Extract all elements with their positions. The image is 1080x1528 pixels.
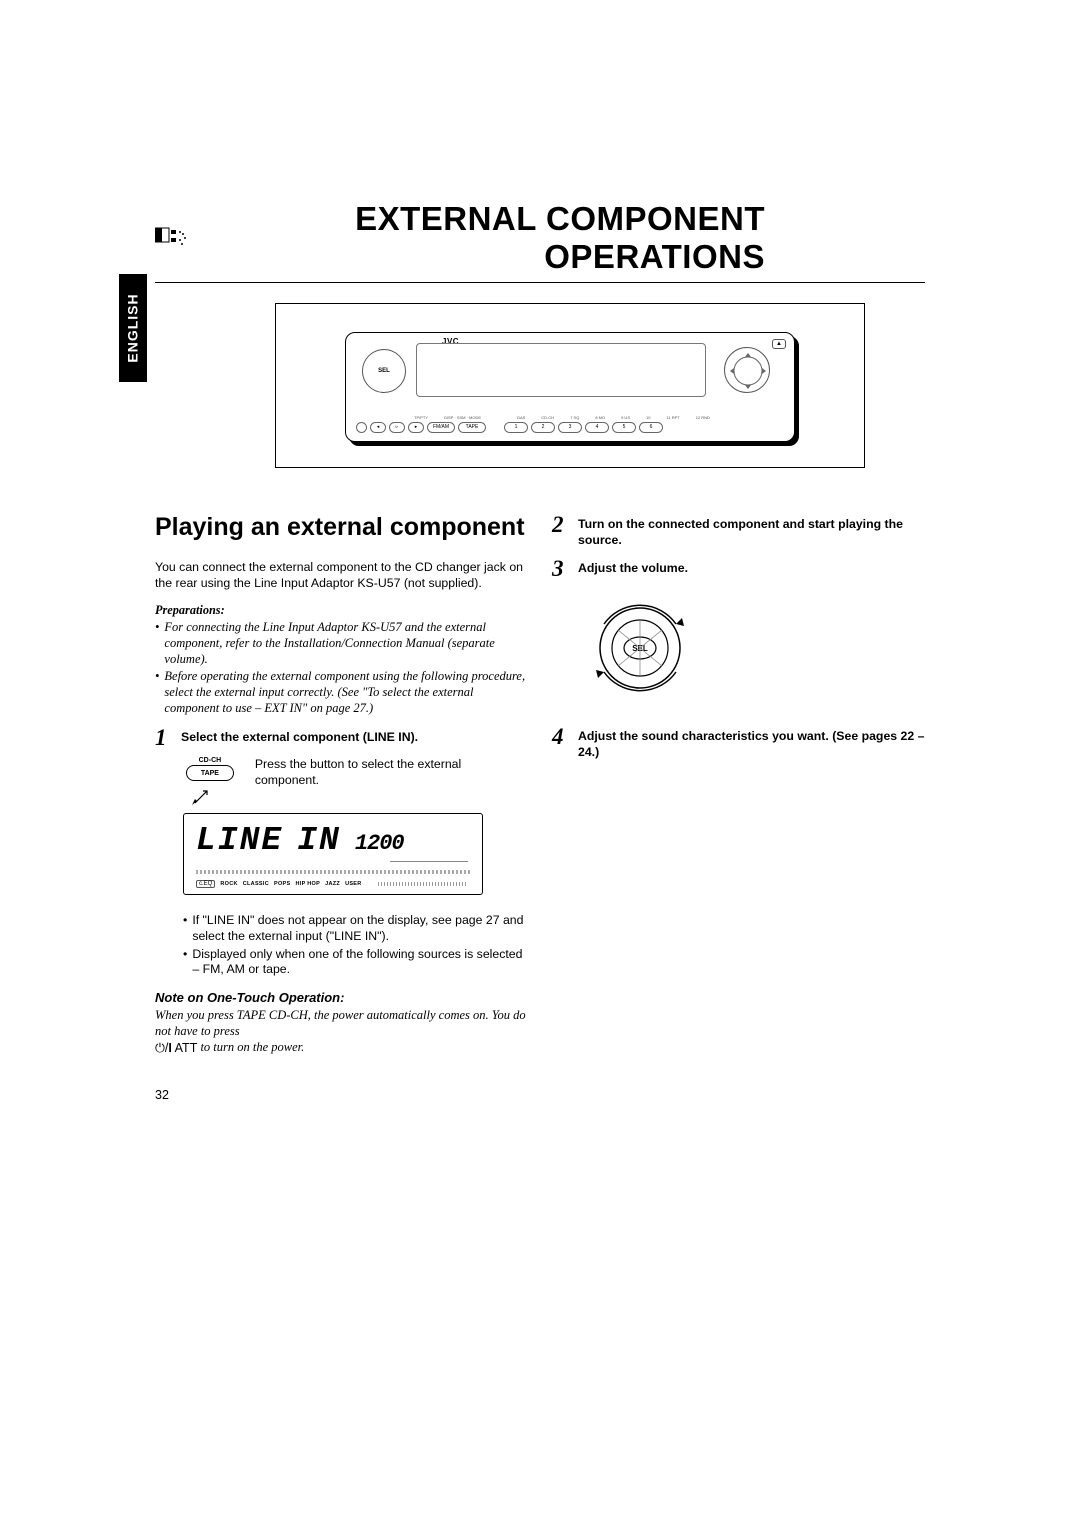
section-heading: Playing an external component: [155, 513, 528, 542]
step-4: 4 Adjust the sound characteristics you w…: [552, 725, 925, 761]
language-tab: ENGLISH: [119, 274, 147, 382]
eject-button-icon: ▲: [772, 339, 786, 349]
step-3-number: 3: [552, 557, 568, 580]
device-illustration: JVC SEL ▲ ◂ ▹ ▸ FM/AM TAPE: [275, 303, 865, 468]
one-touch-heading: Note on One-Touch Operation:: [155, 990, 528, 1005]
step-2-title: Turn on the connected component and star…: [578, 513, 925, 549]
language-label: ENGLISH: [125, 293, 141, 362]
step-4-number: 4: [552, 725, 568, 761]
title-underline: [155, 282, 925, 283]
tape-button-icon: CD-CH TAPE: [183, 757, 237, 803]
step-1-title: Select the external component (LINE IN).: [181, 726, 418, 749]
prep-bullet-1: • For connecting the Line Input Adaptor …: [155, 620, 528, 667]
volume-dial-diagram: SEL: [580, 588, 700, 703]
one-touch-body: When you press TAPE CD-CH, the power aut…: [155, 1007, 528, 1056]
sel-dial-icon: SEL: [362, 349, 406, 393]
step-2: 2 Turn on the connected component and st…: [552, 513, 925, 549]
disp-ssm-label: DISP · SSM · MODE: [444, 415, 481, 420]
eq-modes: ROCK CLASSIC POPS HIP HOP JAZZ USER: [220, 881, 361, 887]
eq-badge: c.EQ: [196, 880, 215, 888]
note-bullet-2: • Displayed only when one of the followi…: [183, 947, 528, 978]
step-4-title: Adjust the sound characteristics you wan…: [578, 725, 925, 761]
track-next-icon: ▸: [408, 422, 424, 433]
page-title: EXTERNAL COMPONENT OPERATIONS: [207, 200, 925, 276]
left-column: Playing an external component You can co…: [155, 513, 528, 1056]
device-screen: [416, 343, 706, 397]
dpad-icon: [724, 347, 770, 393]
manual-page: ENGLISH EXTERNAL COMPONENT OPERATIONS JV…: [155, 200, 925, 1056]
step-3-title: Adjust the volume.: [578, 557, 688, 580]
preset-2-icon: 2: [531, 422, 555, 433]
device-button-row: ◂ ▹ ▸ FM/AM TAPE 1 2 3 4 5 6: [356, 422, 784, 433]
step-2-number: 2: [552, 513, 568, 549]
content-columns: Playing an external component You can co…: [155, 513, 925, 1056]
power-button-icon: [356, 422, 367, 433]
step-3: 3 Adjust the volume.: [552, 557, 925, 580]
tp-label: TP/PTY: [414, 415, 428, 420]
page-number: 32: [155, 1088, 169, 1102]
preset-6-icon: 6: [639, 422, 663, 433]
notes-list: • If "LINE IN" does not appear on the di…: [183, 913, 528, 978]
rca-plug-icon: [155, 226, 189, 250]
track-prev-icon: ◂: [370, 422, 386, 433]
lcd-main-text: LINE IN 1200: [196, 822, 470, 859]
press-arrow-icon: [189, 787, 213, 805]
preset-4-icon: 4: [585, 422, 609, 433]
preset-5-icon: 5: [612, 422, 636, 433]
tape-button-diagram: CD-CH TAPE Press the button to select th…: [183, 757, 528, 803]
fm-am-button-icon: FM/AM: [427, 422, 455, 433]
tape-button-icon: TAPE: [458, 422, 486, 433]
intro-text: You can connect the external component t…: [155, 560, 528, 591]
button-description: Press the button to select the external …: [255, 757, 528, 788]
right-column: 2 Turn on the connected component and st…: [552, 513, 925, 1056]
lcd-dots-icon: [196, 870, 470, 874]
prep-bullet-2: • Before operating the external componen…: [155, 669, 528, 716]
cdch-label: CD-CH: [541, 415, 554, 420]
play-icon: ▹: [389, 422, 405, 433]
preset-3-icon: 3: [558, 422, 582, 433]
power-att-icon: ⏻/I ATT: [155, 1040, 197, 1056]
preset-1-icon: 1: [504, 422, 528, 433]
lcd-display: LINE IN 1200 c.EQ ROCK CLASSIC POPS HIP …: [183, 813, 483, 895]
preparations-heading: Preparations:: [155, 603, 528, 618]
title-row: EXTERNAL COMPONENT OPERATIONS: [155, 200, 925, 276]
step-1: 1 Select the external component (LINE IN…: [155, 726, 528, 749]
note-bullet-1: • If "LINE IN" does not appear on the di…: [183, 913, 528, 944]
step-1-number: 1: [155, 726, 171, 749]
